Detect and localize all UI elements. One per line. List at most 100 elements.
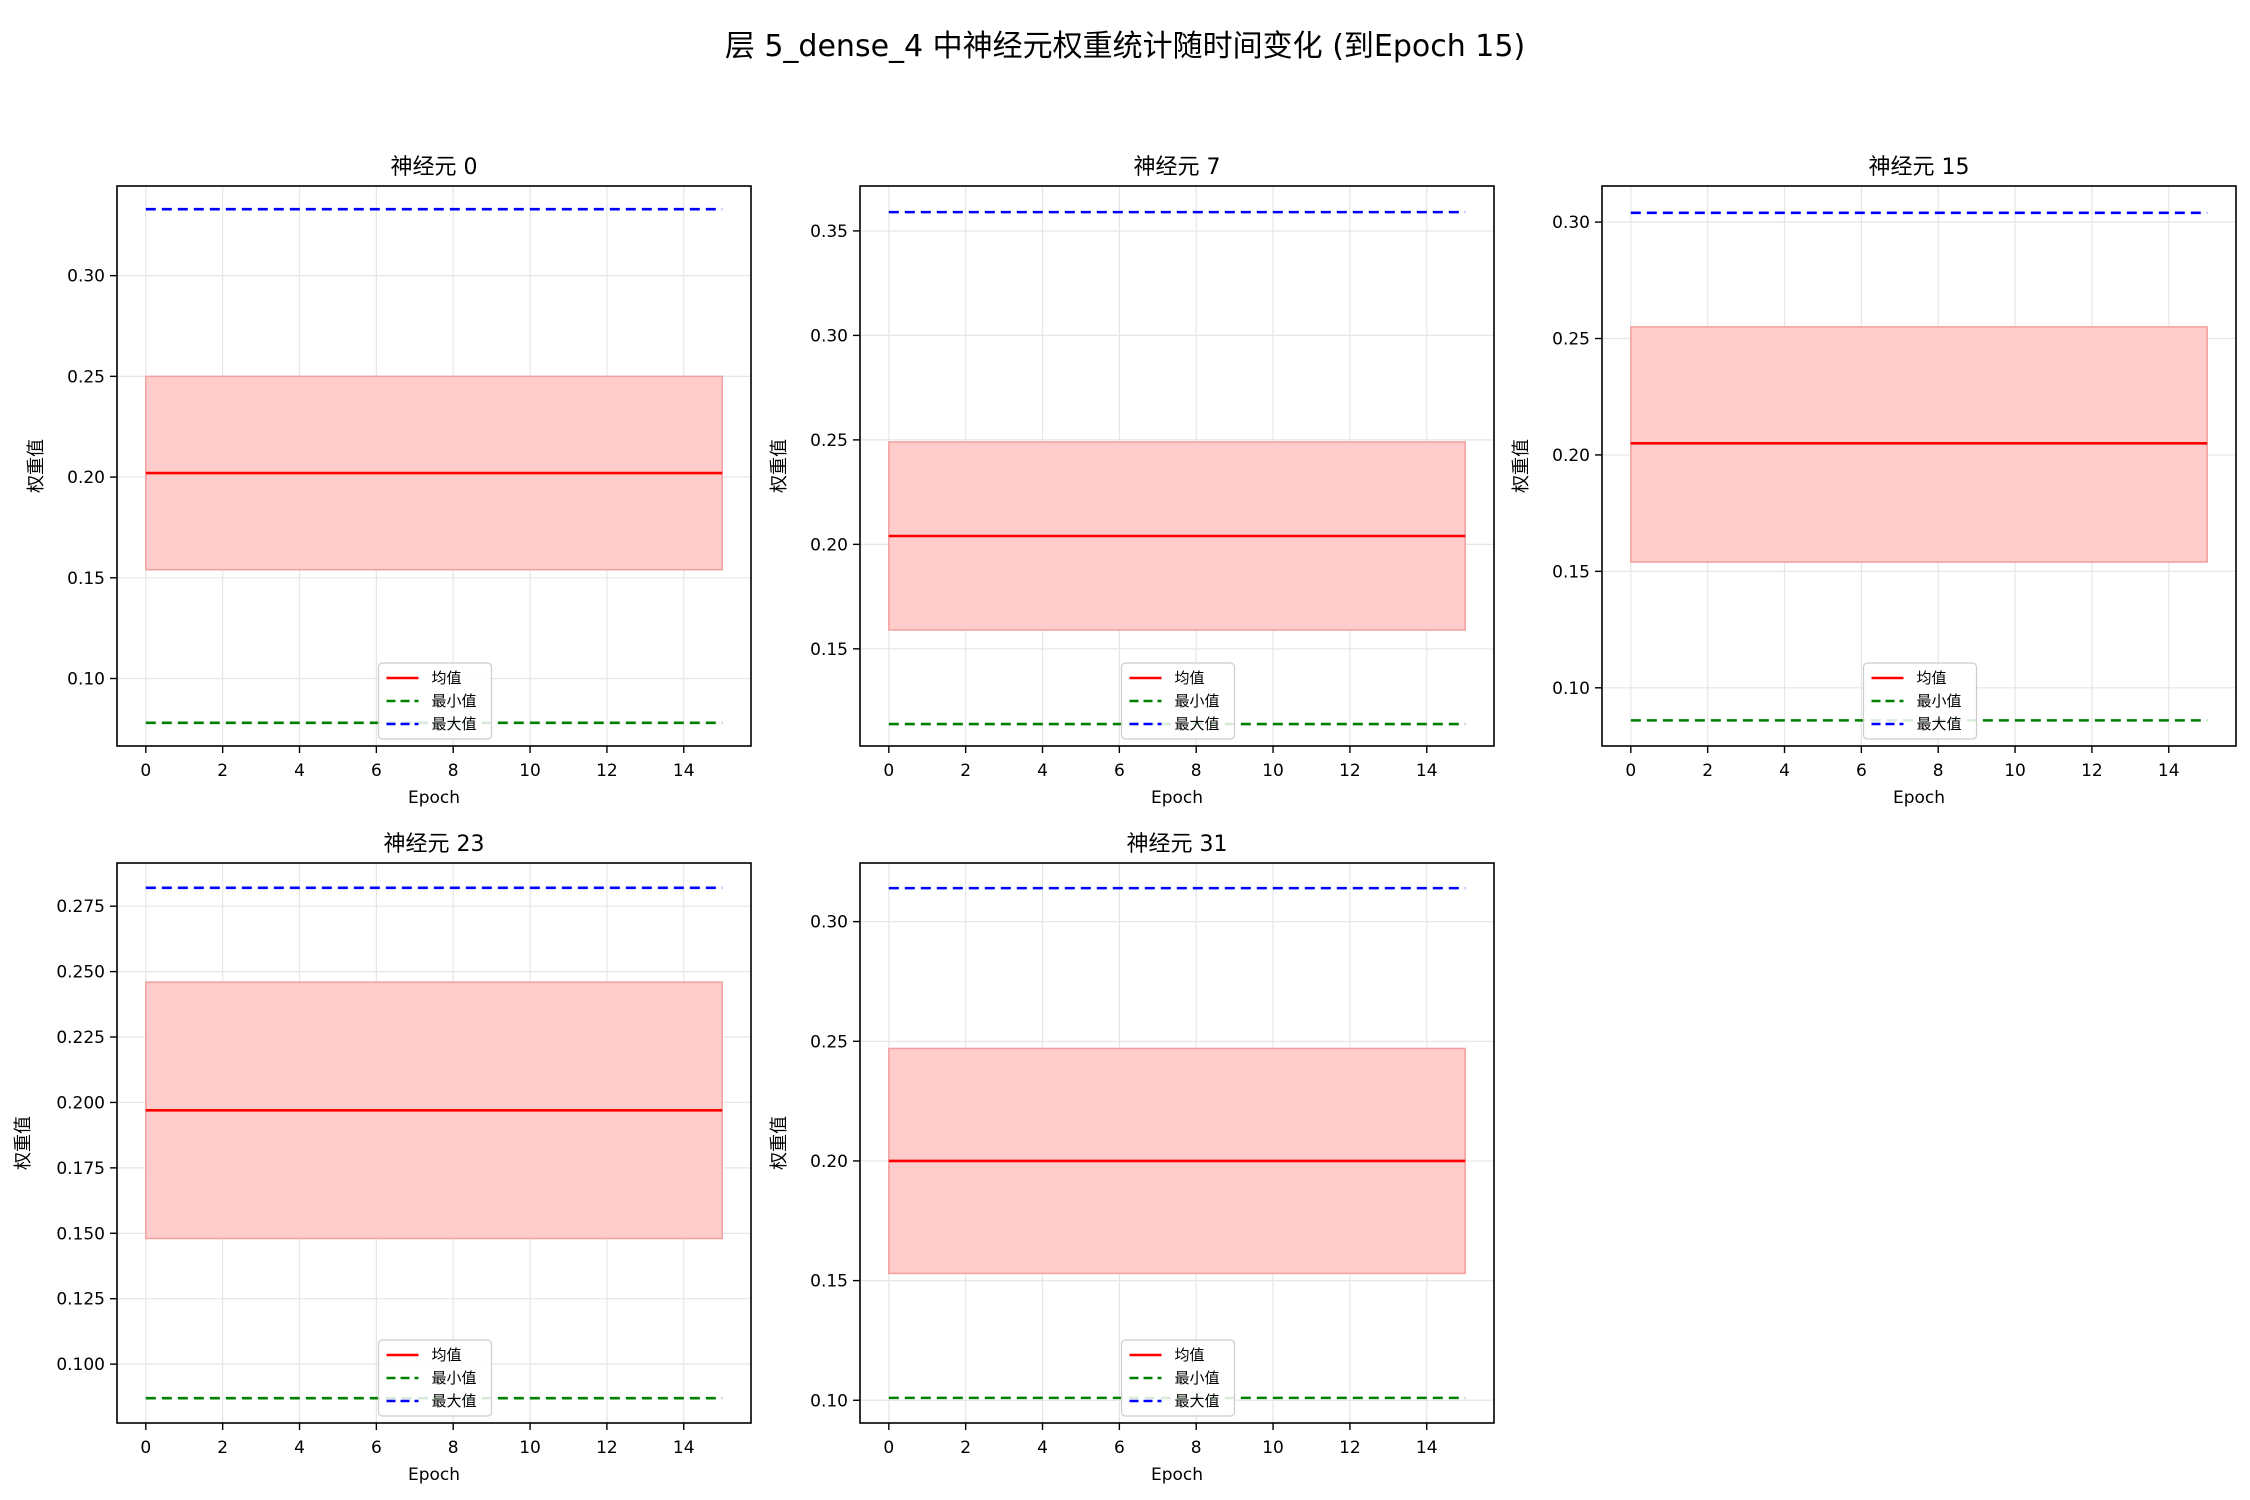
x-tick-label: 2 <box>217 1438 228 1458</box>
x-tick-label: 6 <box>1856 761 1867 781</box>
subplot: 0 2 4 6 8 10 12 14 0.100 0.125 0.150 0.175 0.200 0.22… <box>13 832 752 1485</box>
legend-label: 均值 <box>432 669 462 687</box>
x-tick-label: 0 <box>883 761 894 781</box>
x-tick-label: 12 <box>1339 761 1361 781</box>
axes-frame <box>1601 185 2237 747</box>
x-tick-label: 4 <box>294 761 305 781</box>
legend-label: 最大值 <box>1175 1392 1220 1410</box>
axes-frame <box>859 862 1495 1424</box>
legend-label: 最小值 <box>1175 1369 1220 1387</box>
y-tick-label: 0.25 <box>810 1032 848 1052</box>
y-tick-label: 0.30 <box>1552 213 1590 233</box>
legend-label: 最大值 <box>432 1392 477 1410</box>
legend-label: 均值 <box>1175 1346 1205 1364</box>
y-tick-label: 0.275 <box>56 897 105 917</box>
x-tick-label: 2 <box>960 1438 971 1458</box>
y-tick-label: 0.15 <box>1552 562 1590 582</box>
y-tick-label: 0.30 <box>810 326 848 346</box>
subplot-title: 神经元 0 <box>391 155 478 180</box>
legend-label: 均值 <box>1175 669 1205 687</box>
x-tick-label: 6 <box>371 761 382 781</box>
y-tick-label: 0.150 <box>56 1224 105 1244</box>
legend-box <box>377 662 493 740</box>
x-tick-label: 4 <box>1037 761 1048 781</box>
subplot: 0 2 4 6 8 10 12 14 0.10 0.15 0.20 0.25 0.30 神经元 31 Epo… <box>769 832 1495 1485</box>
x-tick-label: 10 <box>1262 1438 1284 1458</box>
x-tick-label: 4 <box>294 1438 305 1458</box>
y-tick-label: 0.20 <box>810 1152 848 1172</box>
subplot-title: 神经元 23 <box>384 832 485 857</box>
x-tick-label: 14 <box>1416 1438 1438 1458</box>
x-tick-label: 8 <box>1191 761 1202 781</box>
legend-label: 最小值 <box>1175 692 1220 710</box>
x-axis-label: Epoch <box>1893 788 1945 808</box>
y-axis-label: 权重值 <box>769 1116 790 1170</box>
x-tick-label: 8 <box>448 1438 459 1458</box>
y-tick-label: 0.20 <box>1552 446 1590 466</box>
legend-box <box>1120 662 1236 740</box>
y-tick-label: 0.15 <box>810 640 848 660</box>
x-tick-label: 6 <box>1114 761 1125 781</box>
y-tick-label: 0.15 <box>810 1272 848 1292</box>
y-tick-label: 0.200 <box>56 1093 105 1113</box>
subplot: 0 2 4 6 8 10 12 14 0.10 0.15 0.20 0.25 0.30 神经元 0 Epoc… <box>26 155 752 808</box>
x-tick-label: 4 <box>1779 761 1790 781</box>
legend-box <box>1120 1339 1236 1417</box>
x-tick-label: 12 <box>596 761 618 781</box>
y-tick-label: 0.15 <box>67 569 105 589</box>
x-tick-label: 2 <box>960 761 971 781</box>
y-tick-label: 0.25 <box>1552 330 1590 350</box>
y-tick-label: 0.10 <box>810 1391 848 1411</box>
x-tick-label: 14 <box>1416 761 1438 781</box>
y-tick-label: 0.175 <box>56 1159 105 1179</box>
x-tick-label: 0 <box>1625 761 1636 781</box>
subplot-grid: 0 2 4 6 8 10 12 14 0.10 0.15 0.20 0.25 0.30 神经元 0 Epoc… <box>13 155 2237 1485</box>
y-axis-label: 权重值 <box>769 439 790 493</box>
subplot: 0 2 4 6 8 10 12 14 0.15 0.20 0.25 0.30 0.35 神经元 7 Epoc… <box>769 155 1495 808</box>
y-tick-label: 0.100 <box>56 1355 105 1375</box>
x-tick-label: 2 <box>1702 761 1713 781</box>
y-tick-label: 0.25 <box>67 367 105 387</box>
x-tick-label: 0 <box>883 1438 894 1458</box>
subplot-title: 神经元 15 <box>1869 155 1970 180</box>
figure-title: 层 5_dense_4 中神经元权重统计随时间变化 (到Epoch 15) <box>725 29 1525 64</box>
y-tick-label: 0.20 <box>810 535 848 555</box>
x-tick-label: 10 <box>519 761 541 781</box>
legend-label: 均值 <box>1917 669 1947 687</box>
x-tick-label: 6 <box>371 1438 382 1458</box>
y-axis-label: 权重值 <box>13 1116 34 1170</box>
legend-label: 最小值 <box>432 1369 477 1387</box>
y-tick-label: 0.10 <box>67 670 105 690</box>
legend-box <box>377 1339 493 1417</box>
x-tick-label: 12 <box>1339 1438 1361 1458</box>
subplot-title: 神经元 7 <box>1134 155 1221 180</box>
y-tick-label: 0.30 <box>67 267 105 287</box>
legend-label: 均值 <box>432 1346 462 1364</box>
subplot: 0 2 4 6 8 10 12 14 0.10 0.15 0.20 0.25 0.30 神经元 15 Epo… <box>1511 155 2237 808</box>
legend-label: 最大值 <box>432 715 477 733</box>
y-axis-label: 权重值 <box>1511 439 1532 493</box>
x-tick-label: 0 <box>140 1438 151 1458</box>
axes-frame <box>859 185 1495 747</box>
x-tick-label: 14 <box>673 1438 695 1458</box>
x-axis-label: Epoch <box>408 1465 460 1485</box>
y-tick-label: 0.125 <box>56 1290 105 1310</box>
legend-label: 最大值 <box>1175 715 1220 733</box>
x-tick-label: 8 <box>1191 1438 1202 1458</box>
x-tick-label: 2 <box>217 761 228 781</box>
x-tick-label: 8 <box>448 761 459 781</box>
x-axis-label: Epoch <box>1151 788 1203 808</box>
x-tick-label: 0 <box>140 761 151 781</box>
y-tick-label: 0.25 <box>810 431 848 451</box>
y-tick-label: 0.30 <box>810 913 848 933</box>
axes-frame <box>116 185 752 747</box>
x-tick-label: 10 <box>1262 761 1284 781</box>
x-axis-label: Epoch <box>408 788 460 808</box>
x-tick-label: 14 <box>2158 761 2180 781</box>
